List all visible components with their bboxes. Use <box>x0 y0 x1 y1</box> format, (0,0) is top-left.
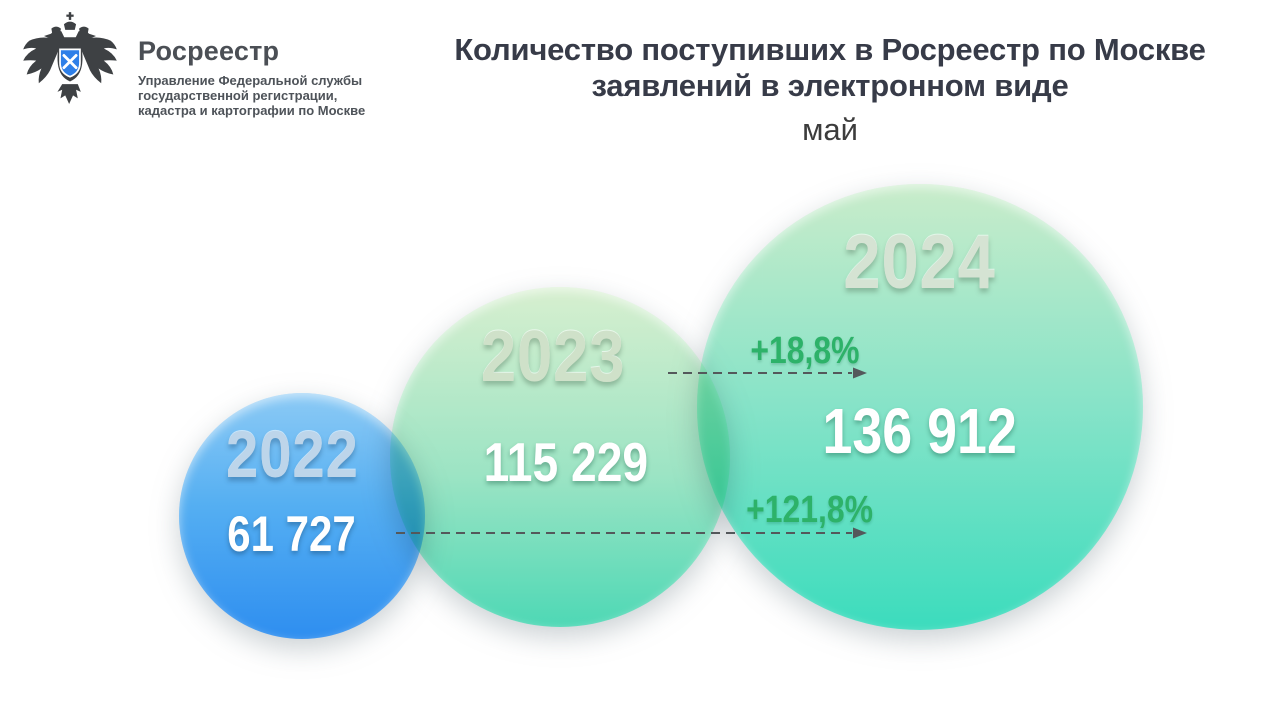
growth-label-2023-2024: +18,8% <box>705 330 905 372</box>
page-title-line-1: Количество поступивших в Росреестр по Мо… <box>454 32 1206 67</box>
year-label-2023: 2023 <box>433 317 673 397</box>
year-text: 2022 <box>225 417 359 491</box>
bubble-2024 <box>697 184 1143 630</box>
logo-subtitle-line: Управление Федеральной службы <box>138 73 363 88</box>
value-label-2022: 61 727 <box>191 506 391 562</box>
value-text: 115 229 <box>483 431 649 493</box>
year-text: 2023 <box>480 317 626 397</box>
value-label-2023: 115 229 <box>426 431 706 493</box>
bubble-2023 <box>390 287 730 627</box>
growth-label-2022-2024: +121,8% <box>700 488 920 532</box>
logo-text-block: Росреестр Управление Федеральной службы … <box>138 10 365 118</box>
header: Количество поступивших в Росреестр по Мо… <box>410 32 1250 148</box>
page-title-line-2: заявлений в электронном виде <box>591 68 1069 103</box>
growth-text: +121,8% <box>746 488 874 531</box>
logo-subtitle-line: государственной регистрации, <box>138 88 338 103</box>
rosreestr-logo: Росреестр Управление Федеральной службы … <box>18 10 365 120</box>
value-text: 61 727 <box>226 506 356 562</box>
logo-subtitle: Управление Федеральной службы государств… <box>138 73 365 118</box>
double-eagle-icon <box>23 12 117 104</box>
value-label-2024: 136 912 <box>770 395 1070 467</box>
growth-text: +18,8% <box>750 329 860 372</box>
year-label-2024: 2024 <box>790 220 1050 305</box>
month-label: май <box>802 112 858 147</box>
year-label-2022: 2022 <box>192 417 392 491</box>
bubble-2022 <box>179 393 425 639</box>
year-text: 2024 <box>843 219 997 305</box>
logo-subtitle-line: кадастра и картографии по Москве <box>138 103 366 118</box>
value-text: 136 912 <box>822 395 1018 467</box>
brand-name: Росреестр <box>138 36 280 66</box>
